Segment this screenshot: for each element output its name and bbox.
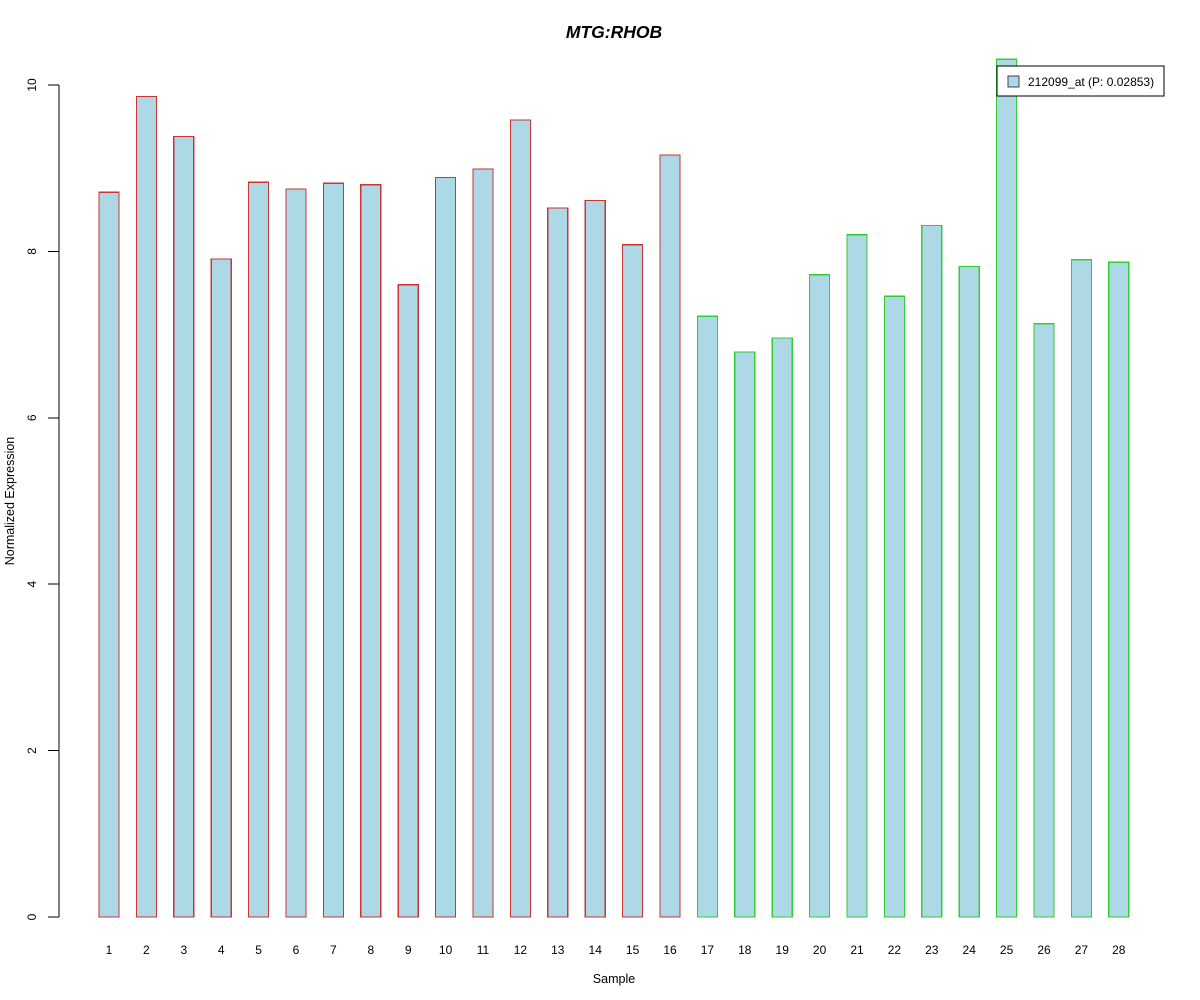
x-tick-label: 18 — [738, 943, 752, 957]
bar — [135, 95, 157, 918]
x-tick-label: 8 — [367, 943, 374, 957]
bar — [584, 200, 606, 918]
legend-swatch-icon — [1007, 75, 1020, 88]
bar — [1033, 323, 1055, 918]
x-tick-label: 14 — [589, 943, 603, 957]
x-tick-label: 22 — [888, 943, 902, 957]
x-tick-label: 7 — [330, 943, 337, 957]
x-tick-label: 19 — [776, 943, 790, 957]
bar — [322, 182, 344, 918]
bar — [1108, 261, 1130, 918]
bar — [1070, 259, 1093, 918]
bar — [883, 295, 906, 918]
bar — [995, 58, 1018, 918]
x-tick-label: 15 — [626, 943, 640, 957]
bar — [509, 119, 531, 918]
x-tick-label: 17 — [701, 943, 715, 957]
x-tick-label: 3 — [180, 943, 187, 957]
bar — [621, 244, 644, 918]
y-tick-label: 6 — [25, 414, 39, 421]
x-tick-label: 28 — [1112, 943, 1126, 957]
bar — [808, 274, 831, 918]
bar — [696, 315, 719, 918]
x-tick-label: 20 — [813, 943, 827, 957]
bar — [173, 136, 195, 918]
bar — [659, 154, 681, 918]
bar — [846, 234, 868, 918]
bar — [921, 225, 943, 918]
bar — [547, 207, 569, 918]
x-tick-label: 21 — [850, 943, 864, 957]
y-tick-label: 0 — [25, 913, 39, 920]
x-tick-label: 27 — [1075, 943, 1089, 957]
legend-box — [996, 65, 1165, 97]
y-tick-label: 2 — [25, 747, 39, 754]
bar — [958, 265, 980, 918]
x-tick-label: 16 — [663, 943, 677, 957]
bar — [472, 168, 494, 918]
x-tick-label: 4 — [218, 943, 225, 957]
legend: 212099_at (P: 0.02853) — [996, 65, 1165, 97]
bar — [248, 181, 270, 918]
x-tick-label: 13 — [551, 943, 565, 957]
bar — [285, 188, 307, 918]
y-tick-label: 8 — [25, 248, 39, 255]
y-axis-label: Normalized Expression — [3, 437, 17, 566]
bar — [98, 191, 120, 918]
y-tick-label: 10 — [25, 78, 39, 92]
y-tick-label: 4 — [25, 581, 39, 588]
legend-label: 212099_at (P: 0.02853) — [1028, 75, 1154, 89]
x-tick-label: 6 — [293, 943, 300, 957]
x-tick-label: 10 — [439, 943, 453, 957]
bar — [360, 184, 382, 918]
x-tick-label: 23 — [925, 943, 939, 957]
x-tick-label: 1 — [106, 943, 113, 957]
bar — [210, 258, 232, 918]
x-axis-label: Sample — [593, 972, 635, 986]
bar — [397, 284, 419, 918]
x-tick-label: 26 — [1037, 943, 1051, 957]
bar — [435, 176, 457, 918]
x-tick-label: 2 — [143, 943, 150, 957]
x-tick-label: 24 — [963, 943, 977, 957]
x-tick-label: 5 — [255, 943, 262, 957]
x-tick-label: 11 — [477, 943, 490, 957]
x-tick-label: 12 — [514, 943, 528, 957]
x-tick-label: 9 — [405, 943, 412, 957]
x-tick-label: 25 — [1000, 943, 1014, 957]
bars-group — [98, 58, 1130, 918]
chart-title: MTG:RHOB — [566, 22, 662, 42]
x-tick-labels: 1 2 3 4 5 6 7 8 9 10 11 12 13 14 15 16 17 18 19 20 21 22 23 24 2… — [106, 943, 1126, 957]
bar — [734, 351, 756, 918]
bar — [771, 337, 793, 918]
y-axis: 0 2 4 6 8 10 — [25, 78, 60, 920]
